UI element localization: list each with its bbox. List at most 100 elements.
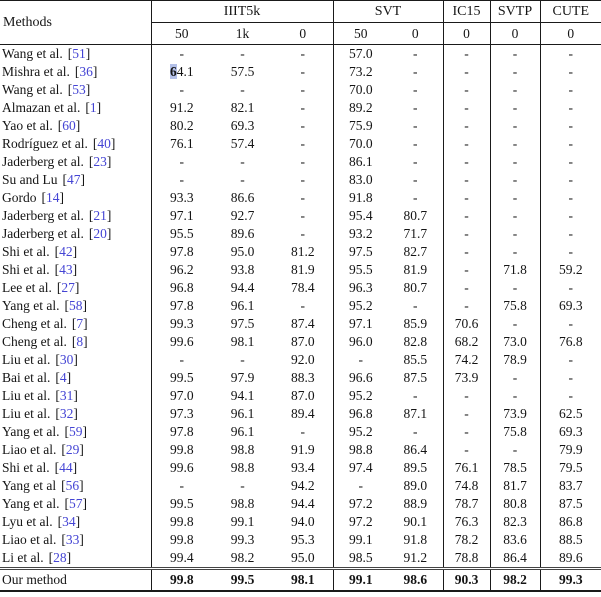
value-cell: 86.6 [230, 190, 255, 205]
citation-link[interactable]: 33 [65, 532, 80, 547]
method-name-cell: Yao et al. [60] [0, 117, 151, 135]
method-name-cell: Cheng et al. [7] [0, 315, 151, 333]
value-cell: 97.5 [230, 316, 255, 331]
citation-link[interactable]: 30 [59, 352, 74, 367]
value-cell: 99.6 [150, 459, 212, 477]
citation-link[interactable]: 34 [62, 514, 76, 529]
citation-link[interactable]: 29 [65, 442, 80, 457]
citation-link[interactable]: 32 [59, 406, 74, 421]
method-name: Yang et al. [2, 424, 60, 439]
method-name: Mishra et al. [2, 64, 70, 79]
method-row: Yang et al. [59] 97.8 96.1-95.2- -75.8 69.3 [0, 423, 601, 441]
method-row: Lyu et al. [34] 99.8 99.1 94.0 97.2 90.1 76.3 82… [0, 513, 601, 531]
citation-link[interactable]: 23 [93, 154, 107, 169]
citation-link[interactable]: 36 [79, 64, 93, 79]
value-cell: 89.4 [290, 406, 315, 421]
value-cell: - [442, 99, 491, 117]
citation-link[interactable]: 43 [59, 262, 73, 277]
citation-link[interactable]: 31 [59, 388, 74, 403]
method-name: Yang et al [2, 478, 57, 493]
value-cell: - [539, 315, 601, 333]
value-cell: 89.5 [403, 460, 428, 475]
citation-link[interactable]: 7 [76, 316, 84, 331]
value-cell: 98.8 [230, 496, 255, 511]
citation-link[interactable]: 57 [69, 496, 83, 511]
value-cell: 96.2 [150, 261, 212, 279]
value-cell: - [539, 351, 601, 369]
value-cell: - [413, 190, 418, 205]
value-cell: 98.8 [230, 442, 255, 457]
citation-link[interactable]: 56 [65, 478, 80, 493]
citation-brackets: [42] [54, 244, 78, 259]
citation-link[interactable]: 59 [69, 424, 83, 439]
method-name: Jaderberg et al. [2, 208, 84, 223]
value-cell: 99.3 [150, 315, 212, 333]
value-cell: 78.7 [442, 495, 491, 513]
citation-brackets: [59] [64, 424, 88, 439]
value-cell: 57.0 [332, 44, 388, 63]
value-cell: 91.2 [150, 99, 212, 117]
value-cell: - [489, 153, 541, 171]
value-cell: - [539, 243, 601, 261]
value-cell: 95.2 [332, 297, 388, 315]
value-cell: - [489, 189, 541, 207]
citation-link[interactable]: 14 [46, 190, 60, 205]
method-name-cell: Liu et al. [31] [0, 387, 151, 405]
citation-link[interactable]: 28 [53, 550, 67, 565]
subcol-header-svt-50: 50 [332, 22, 388, 45]
value-cell: - [300, 172, 306, 187]
value-cell: 69.3 [230, 118, 255, 133]
citation-link[interactable]: 20 [93, 226, 107, 241]
method-row: Wang et al. [53] - - -70.0- - - - [0, 81, 601, 99]
citation-link[interactable]: 60 [62, 118, 76, 133]
group-header-row: Methods IIIT5k SVT IC15 SVTP CUTE [0, 0, 601, 45]
value-cell: - [539, 117, 601, 135]
value-cell: - [539, 44, 601, 63]
value-cell: - [413, 388, 418, 403]
value-cell: - [442, 81, 491, 99]
value-cell: 87.4 [290, 316, 315, 331]
value-cell: - [413, 100, 418, 115]
value-cell: 98.2 [230, 550, 255, 565]
value-cell: - [413, 46, 418, 61]
value-cell: 93.2 [332, 225, 388, 243]
group-header-svtp: SVTP [489, 0, 541, 23]
value-cell: 80.7 [403, 280, 428, 295]
method-row: Yang et al. [58] 97.8 96.1-95.2- -75.8 69.3 [0, 297, 601, 315]
citation-link[interactable]: 53 [72, 82, 86, 97]
value-cell: 78.4 [290, 280, 315, 295]
method-row: Yang et al [56] - -94.2-89.0 74.8 81.7 83.7 [0, 477, 601, 495]
value-cell: 87.5 [539, 495, 601, 513]
citation-link[interactable]: 27 [61, 280, 75, 295]
citation-link[interactable]: 51 [72, 46, 86, 61]
value-cell: - [300, 46, 306, 61]
value-cell: 98.5 [332, 549, 388, 569]
method-row: Liu et al. [32] 97.3 96.1 89.4 96.8 87.1-73.9 6… [0, 405, 601, 423]
subcol-header-iiit5k-50: 50 [150, 22, 212, 45]
citation-link[interactable]: 40 [97, 136, 111, 151]
value-cell: 70.0 [332, 81, 388, 99]
citation-link[interactable]: 58 [69, 298, 83, 313]
value-cell: - [539, 171, 601, 189]
value-cell: 98.8 [230, 460, 255, 475]
value-cell: 95.5 [332, 261, 388, 279]
citation-link[interactable]: 42 [59, 244, 73, 259]
citation-link[interactable]: 47 [67, 172, 81, 187]
method-name: Lyu et al. [2, 514, 53, 529]
citation-link[interactable]: 44 [59, 460, 73, 475]
value-cell: 89.6 [539, 549, 601, 569]
value-cell: - [413, 172, 418, 187]
citation-link[interactable]: 1 [89, 100, 97, 115]
value-cell: 88.3 [290, 370, 315, 385]
method-name: Liu et al. [2, 406, 51, 421]
method-name: Jaderberg et al. [2, 154, 84, 169]
method-row: Su and Lu [47] - - -83.0- - - - [0, 171, 601, 189]
citation-link[interactable]: 8 [76, 334, 84, 349]
value-cell: - [300, 226, 306, 241]
citation-link[interactable]: 21 [93, 208, 107, 223]
value-cell: 97.2 [332, 513, 388, 531]
citation-brackets: [23] [88, 154, 112, 169]
value-cell: - [442, 279, 491, 297]
citation-link[interactable]: 4 [59, 370, 67, 385]
value-cell: 95.0 [230, 244, 255, 259]
